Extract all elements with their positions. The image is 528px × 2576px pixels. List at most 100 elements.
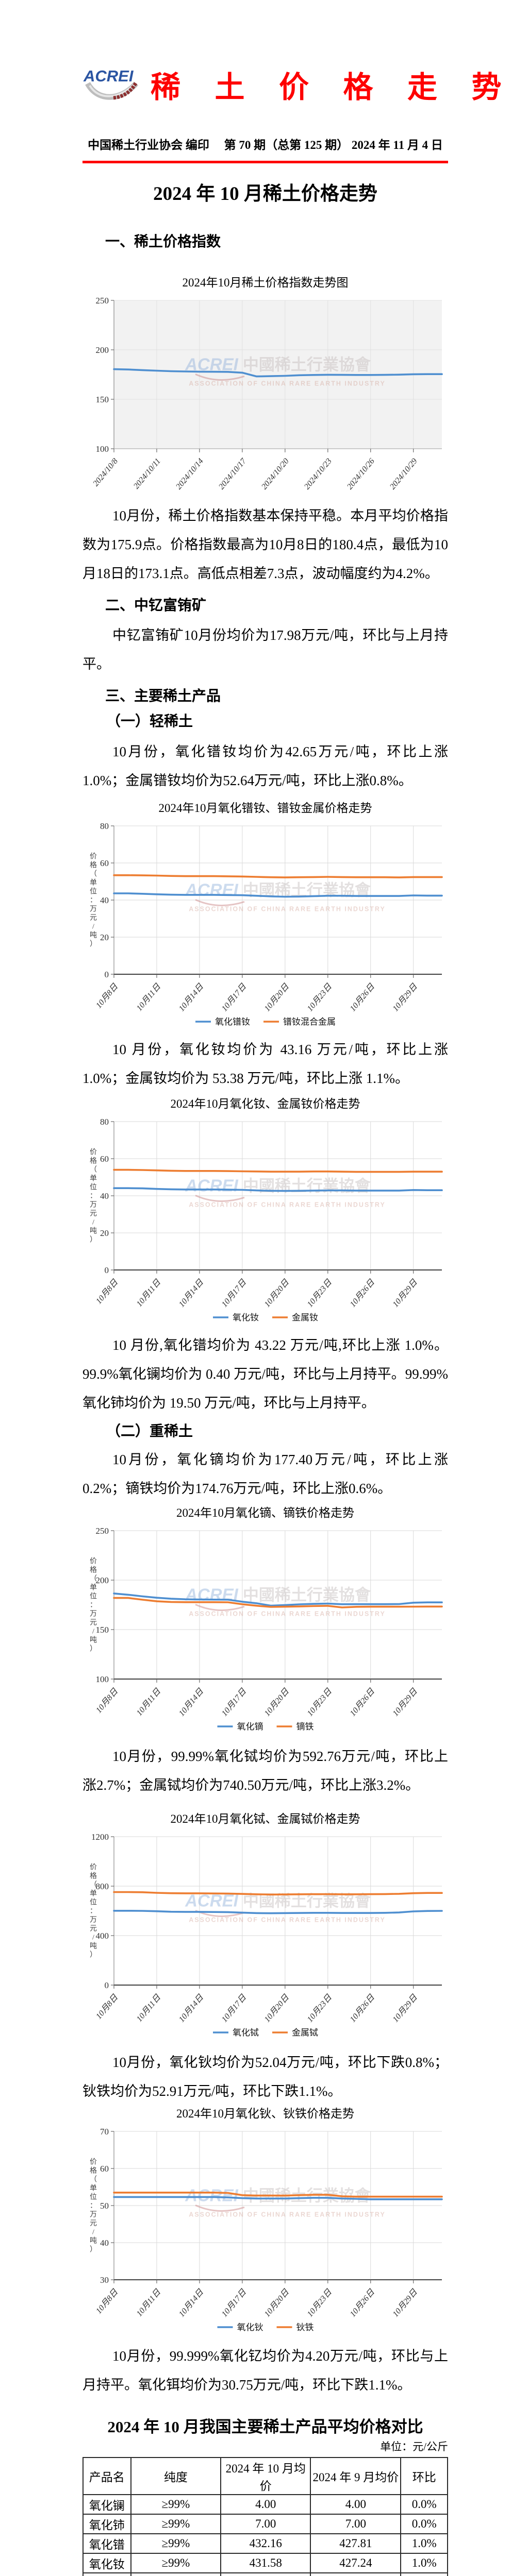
paragraph-nd: 10 月份，氧化钕均价为 43.16 万元/吨，环比上涨 1.0%；金属钕均价为… (82, 1042, 448, 1086)
series-line (112, 892, 443, 898)
series-line (112, 2196, 443, 2200)
acrei-logo: ACREI (82, 63, 143, 113)
chart-canvas-tb: 0 400 800 1200 10月8日 10月11日 10月14日 10月17日 10月20日… (90, 1832, 443, 2038)
series-line (112, 2192, 443, 2198)
watermark-main: ACREI 中國稀土行業協會 (185, 1585, 371, 1604)
acrei-logo-icon: ACREI (83, 67, 139, 100)
y-tick-label: 70 (100, 2127, 109, 2137)
y-tick-label: 80 (100, 821, 109, 831)
section-heading-main-products: 三、主要稀土产品 (105, 688, 221, 704)
watermark-en: ASSOCIATION OF CHINA RARE EARTH INDUSTRY (189, 380, 386, 387)
x-tick-label: 2024/10/11 (131, 457, 162, 491)
col-header-sep-price: 2024 年 9 月均价 (310, 2457, 402, 2495)
table-cell: 0.0% (400, 2494, 448, 2515)
y-tick-label: 1200 (91, 1832, 109, 1842)
y-tick-label: 20 (100, 1228, 109, 1238)
y-axis-title: 价格（单位：万元/吨） (90, 1148, 97, 1244)
x-tick-label: 10月8日 (94, 1687, 120, 1715)
unit-label: 单位：元/公斤 (380, 2441, 448, 2453)
x-tick-label: 10月14日 (177, 2287, 205, 2319)
x-tick-label: 10月14日 (177, 1993, 205, 2024)
legend-label: 氧化铽 (233, 2028, 259, 2038)
x-tick-label: 2024/10/26 (345, 457, 376, 492)
y-tick-label: 0 (104, 970, 109, 979)
legend-label: 金属钕 (292, 1313, 318, 1323)
price-table: 产品名 纯度 2024 年 10 月均价 2024 年 9 月均价 环比 氧化镧… (82, 2457, 448, 2576)
series-line (112, 1597, 443, 1608)
series-line (112, 1592, 443, 1607)
issue-line: 中国稀土行业协会 编印 第 70 期（总第 125 期） 2024 年 11 月… (88, 139, 443, 151)
table-cell: 氧化钕 (82, 2553, 131, 2573)
watermark-en: ASSOCIATION OF CHINA RARE EARTH INDUSTRY (189, 1916, 386, 1923)
chart-figure-dy: 2024年10月氧化镝、镝铁价格走势 100 150 200 250 10月8日 10月1… (82, 1505, 448, 1736)
legend-label: 镝铁 (296, 1722, 314, 1732)
section-heading-price-index: 一、稀土价格指数 (105, 233, 221, 249)
acrei-logo-text: ACREI (83, 67, 134, 85)
x-tick-label: 2024/10/23 (302, 457, 333, 492)
x-tick-label: 10月20日 (262, 982, 291, 1013)
chart-figure-tb: 2024年10月氧化铽、金属铽价格走势 0 400 800 1200 10月8日 10月1… (82, 1811, 448, 2042)
y-tick-label: 60 (100, 1154, 109, 1164)
price-table-body: 氧化镧 ≥99% 4.00 4.00 0.0% 氧化铈 ≥99% 7.00 7.00 0.0% 氧化… (82, 2494, 448, 2576)
x-tick-label: 10月23日 (305, 2287, 334, 2319)
y-tick-label: 0 (104, 1980, 109, 1990)
logo-swoosh-red (113, 81, 138, 99)
table-cell: 1.1% (400, 2572, 448, 2576)
watermark-en: ASSOCIATION OF CHINA RARE EARTH INDUSTRY (189, 2211, 386, 2218)
chart-title-prnd: 2024年10月氧化镨钕、镨钕金属价格走势 (158, 802, 372, 815)
x-tick-label: 10月23日 (305, 1278, 334, 1309)
x-tick-label: 10月26日 (348, 1278, 376, 1309)
page-title: 2024 年 10 月稀土价格走势 (153, 183, 377, 205)
col-header-purity: 纯度 (130, 2457, 222, 2495)
x-tick-label: 10月29日 (391, 1687, 419, 1718)
table-cell: 432.16 (220, 2533, 311, 2554)
table-cell: 1.0% (400, 2553, 448, 2573)
y-tick-label: 80 (100, 1117, 109, 1127)
table-row: 氧化钕 ≥99% 431.58 427.24 1.0% (82, 2553, 448, 2573)
bulletin-page: ACREI 稀 土 价 格 走 势 中国稀土行业协会 编印 第 70 期（总第 … (0, 63, 528, 2576)
table-cell: 427.24 (310, 2553, 402, 2573)
x-tick-label: 10月23日 (305, 1993, 334, 2024)
x-tick-label: 10月20日 (262, 1993, 291, 2024)
table-row: 氧化铈 ≥99% 7.00 7.00 0.0% (82, 2514, 448, 2534)
series-line (112, 1891, 443, 1896)
x-tick-label: 10月20日 (262, 1687, 291, 1718)
series-line (112, 1187, 443, 1192)
logo-swoosh-highlight (89, 83, 135, 97)
table-cell: ≥99% (130, 2533, 222, 2554)
x-tick-label: 10月8日 (94, 1278, 120, 1306)
x-tick-label: 10月8日 (94, 982, 120, 1010)
subsection-heading-heavy-ree: （二）重稀土 (106, 1423, 193, 1439)
table-cell: 427.81 (310, 2533, 402, 2554)
table-cell: 7.00 (220, 2514, 311, 2534)
table-cell: ≥99% (130, 2494, 222, 2515)
table-cell: 氧化镨 (82, 2533, 131, 2554)
chart-figure-prnd: 2024年10月氧化镨钕、镨钕金属价格走势 0 20 40 60 80 10月8日 10月1… (82, 800, 448, 1031)
watermark-en: ASSOCIATION OF CHINA RARE EARTH INDUSTRY (189, 1201, 386, 1208)
x-tick-label: 10月26日 (348, 2287, 376, 2319)
col-header-oct-price: 2024 年 10 月均价 (220, 2457, 311, 2495)
chart-figure-nd: 2024年10月氧化钕、金属钕价格走势 0 20 40 60 80 10月8日 10月11日… (82, 1096, 448, 1327)
watermark-main: ACREI 中國稀土行業協會 (185, 1176, 371, 1195)
y-tick-label: 250 (95, 296, 109, 306)
y-tick-label: 30 (100, 2275, 109, 2285)
x-tick-label: 10月8日 (94, 2287, 120, 2316)
paragraph-pr-la-ce: 10 月份,氧化镨均价为 43.22 万元/吨,环比上涨 1.0%。99.9%氧… (82, 1337, 448, 1411)
x-tick-label: 10月14日 (177, 1278, 205, 1309)
subsection-heading-light-ree: （一）轻稀土 (106, 714, 193, 730)
legend-label: 氧化镝 (237, 1722, 263, 1732)
chart-title-index: 2024年10月稀土价格指数走势图 (182, 276, 349, 289)
x-tick-label: 10月23日 (305, 1687, 334, 1718)
x-tick-label: 2024/10/29 (388, 457, 419, 492)
table-cell: 金属钕 (82, 2572, 131, 2576)
y-axis-title: 价格（单位：万元/吨） (90, 2158, 97, 2254)
table-cell: 533.84 (220, 2572, 311, 2576)
y-tick-label: 250 (95, 1526, 109, 1536)
x-tick-label: 10月11日 (135, 1278, 162, 1309)
y-tick-label: 40 (100, 895, 109, 905)
series-line (112, 368, 443, 378)
y-axis-title: 价格（单位：万元/吨） (90, 1863, 97, 1959)
